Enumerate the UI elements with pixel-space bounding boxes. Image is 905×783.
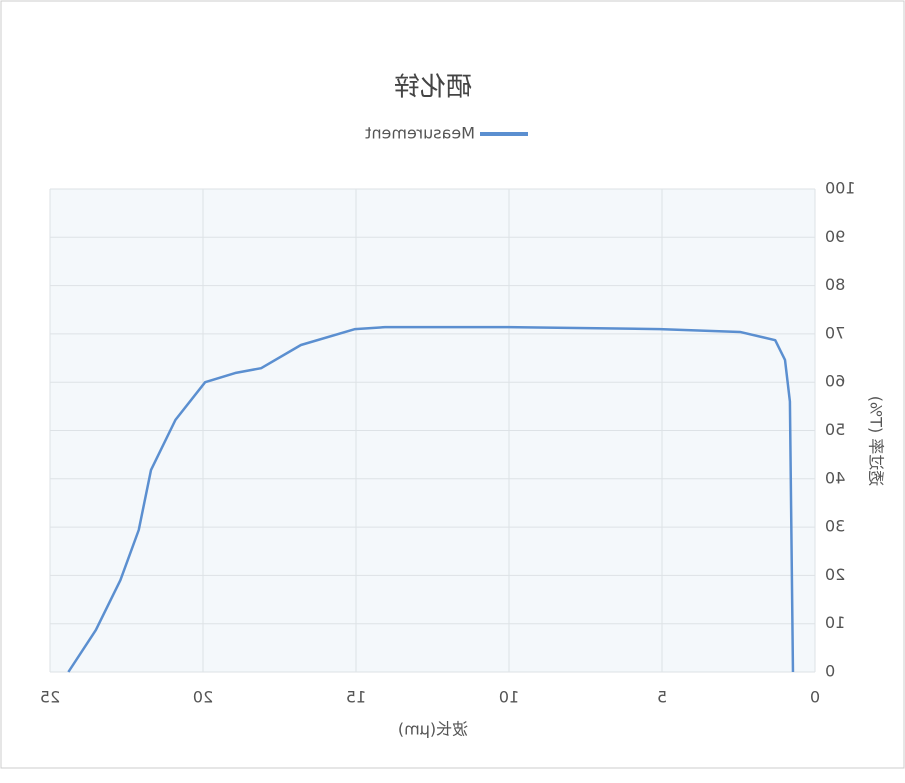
y-tick-label: 40	[825, 468, 845, 487]
x-tick-label: 15	[346, 688, 366, 707]
legend-label[interactable]: Measurement	[365, 124, 475, 143]
y-tick-label: 80	[825, 275, 845, 294]
y-tick-label: 90	[825, 227, 845, 246]
y-tick-label: 70	[825, 323, 845, 342]
x-tick-label: 25	[40, 688, 60, 707]
y-axis-label: 透过率 (T%)	[867, 396, 886, 487]
y-tick-label: 60	[825, 372, 845, 391]
y-tick-label: 20	[825, 565, 845, 584]
y-tick-label: 50	[825, 420, 845, 439]
x-axis-label: 波长(μm)	[398, 720, 468, 739]
x-tick-label: 10	[499, 688, 519, 707]
x-tick-label: 20	[193, 688, 213, 707]
series-line	[67, 325, 795, 673]
chart-body: 硒化锌 Measurement 波长(μm) 透过率 (T%) 0 10 20 30 4…	[40, 73, 886, 739]
y-tick-label: 10	[825, 613, 845, 632]
chart-title: 硒化锌	[394, 73, 472, 103]
x-tick-label: 0	[810, 688, 820, 707]
y-tick-label: 100	[825, 179, 856, 198]
x-tick-label: 5	[657, 688, 667, 707]
y-tick-label: 0	[825, 662, 835, 681]
y-tick-label: 30	[825, 517, 845, 536]
